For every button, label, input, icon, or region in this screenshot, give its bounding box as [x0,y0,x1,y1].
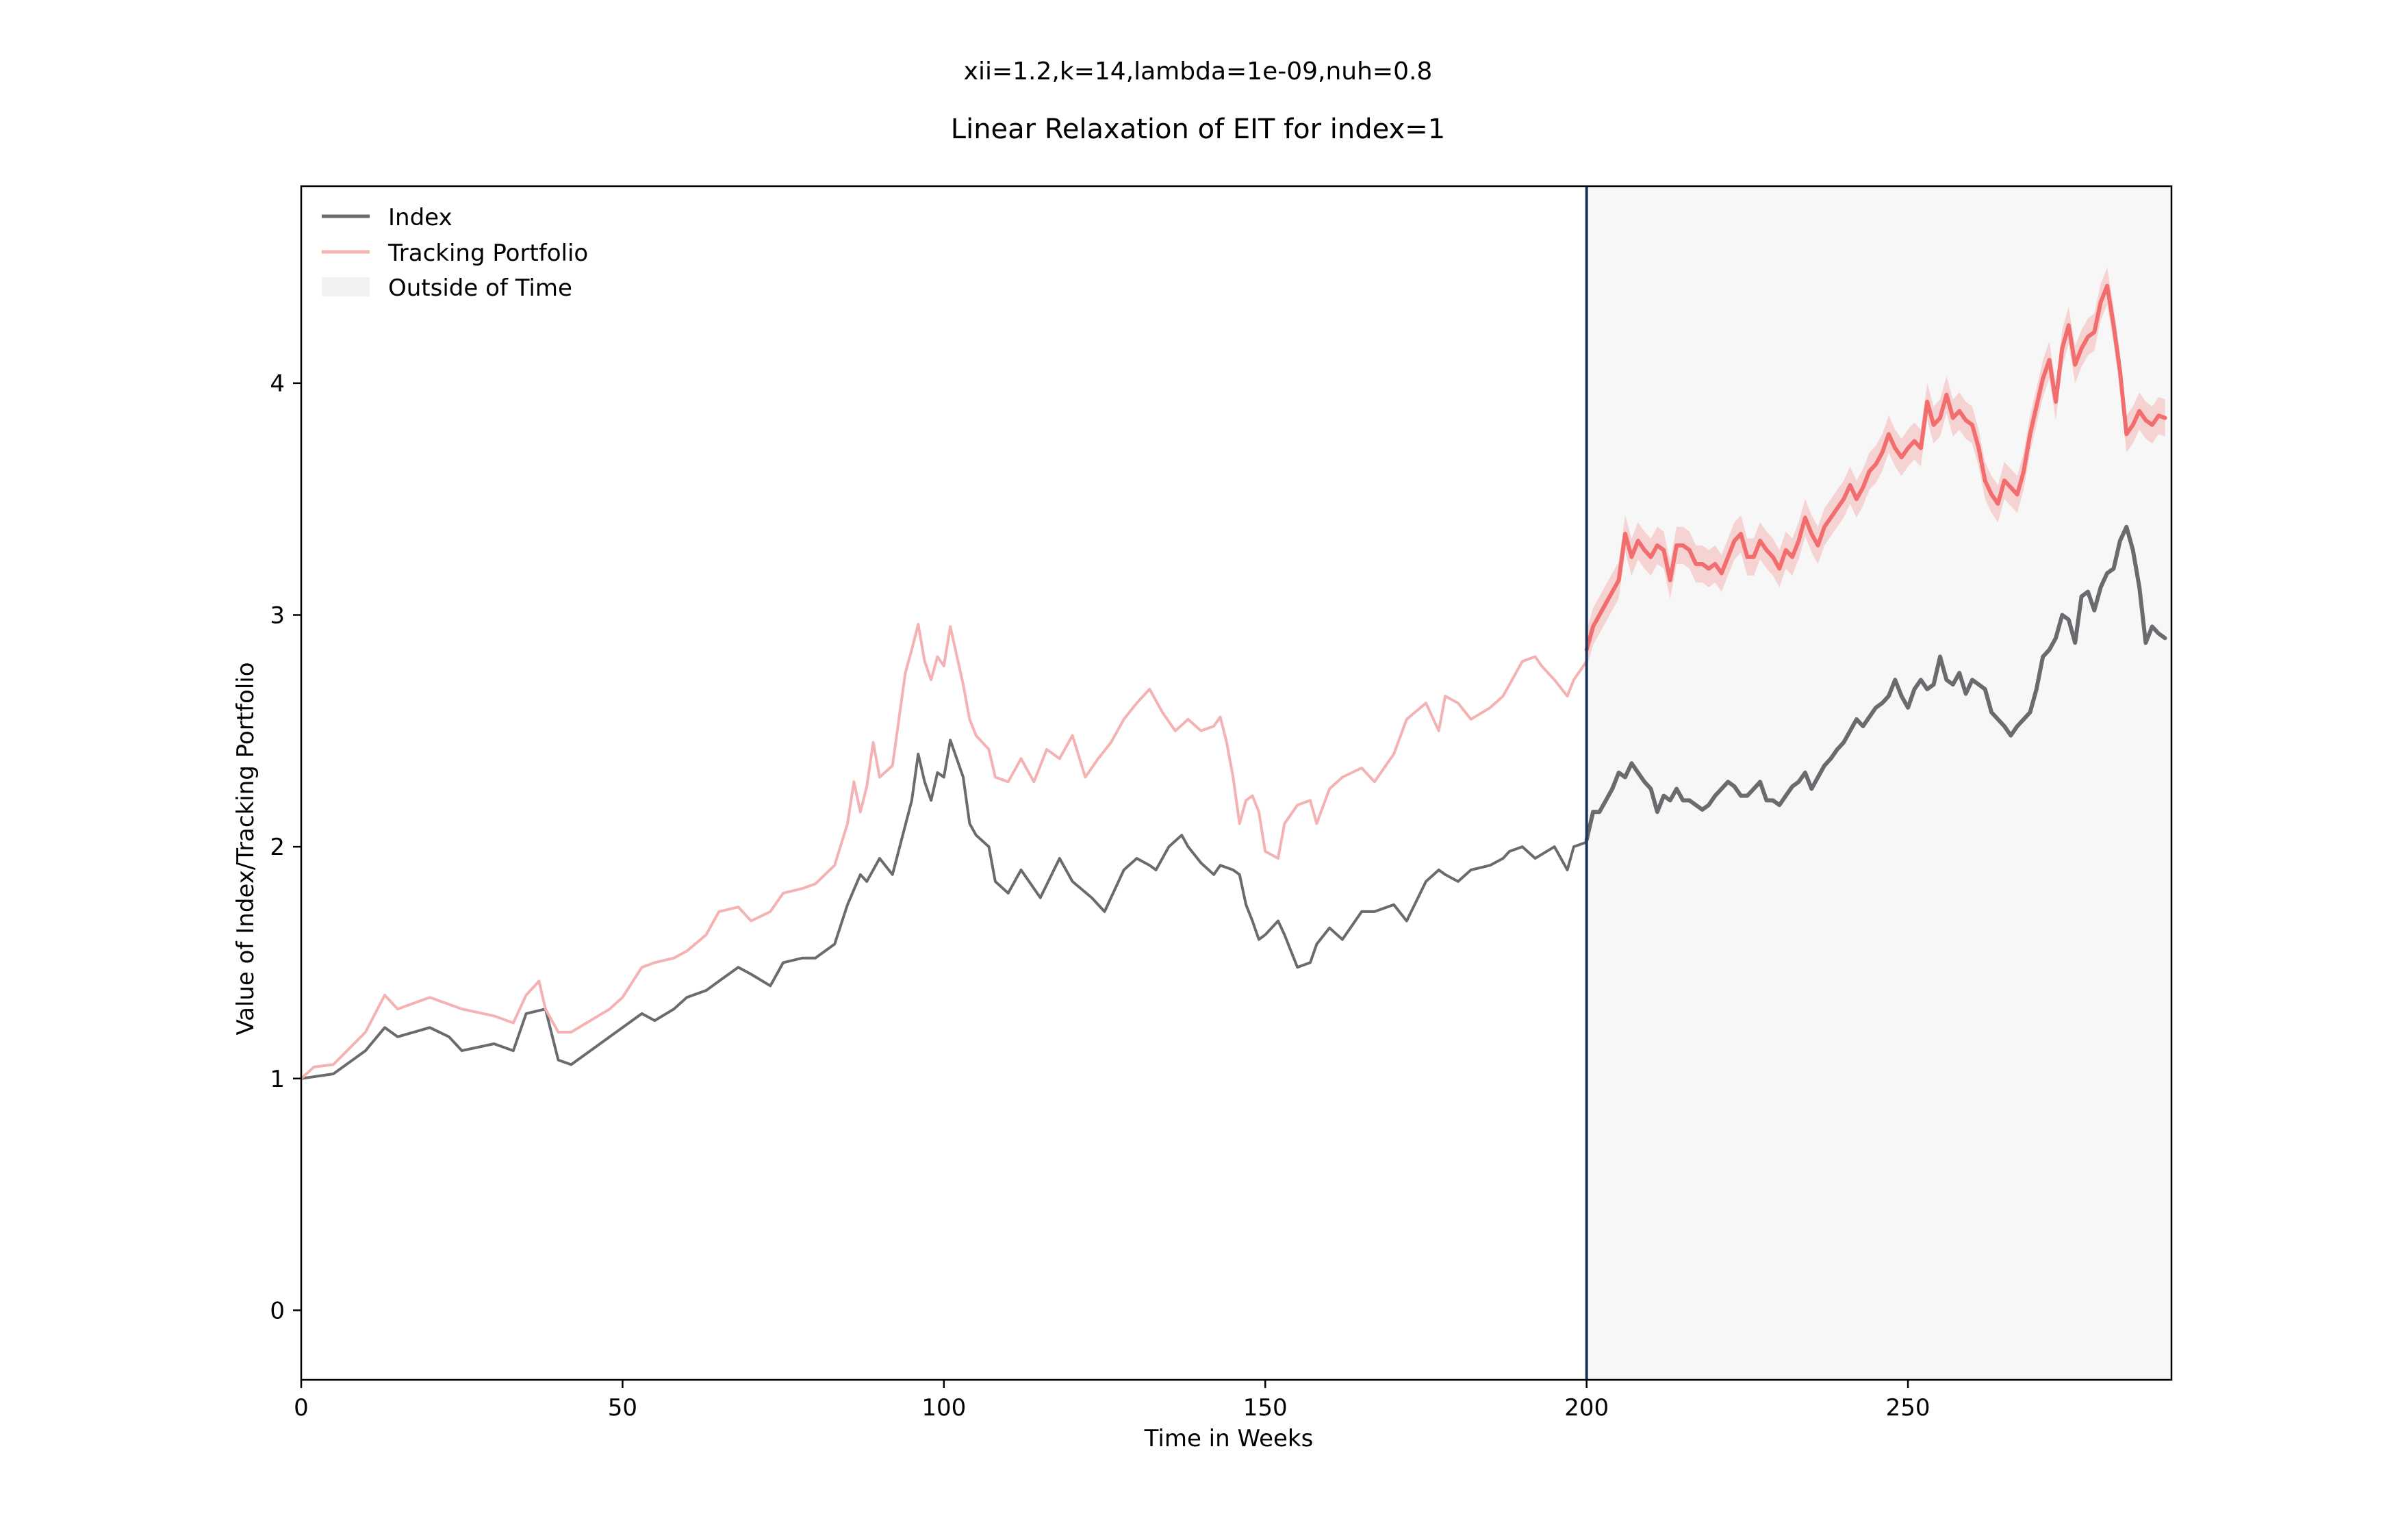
legend-swatch-outside [322,277,370,296]
tracking-line-out-of-time [1584,283,2167,652]
x-axis-label: Time in Weeks [1144,1425,1314,1452]
y-tick-label: 4 [270,370,285,398]
series-lines-layer [300,283,2167,1080]
outside-of-time-region [1586,186,2171,1380]
chart-title: Linear Relaxation of EIT for index=1 [951,114,1445,145]
legend: Index Tracking Portfolio Outside of Time [322,204,588,302]
x-tick-label: 0 [294,1394,309,1422]
index-line-in-sample [300,739,1588,1080]
x-tick-label: 200 [1564,1394,1609,1422]
legend-label-tracking: Tracking Portfolio [387,240,588,267]
tracking-line-in-sample [300,623,1588,1080]
y-tick-label: 2 [270,834,285,861]
x-tick-label: 150 [1243,1394,1288,1422]
x-tick-label: 50 [608,1394,637,1422]
legend-label-index: Index [388,204,453,231]
y-tick-label: 1 [270,1066,285,1093]
figure-suptitle: xii=1.2,k=14,lambda=1e-09,nuh=0.8 [964,57,1433,86]
y-axis-ticks: 0 1 2 3 4 [270,370,301,1324]
plot-area [300,185,2173,1381]
y-tick-label: 0 [270,1297,285,1324]
y-axis-label: Value of Index/Tracking Portfolio [232,662,259,1035]
tracking-confidence-band [1586,267,2165,669]
index-line-out-of-time [1584,524,2167,842]
x-tick-label: 250 [1886,1394,1930,1422]
axes-frame [300,185,2173,1381]
x-tick-label: 100 [921,1394,966,1422]
tracking-band-layer [1586,267,2165,669]
y-tick-label: 3 [270,602,285,629]
legend-label-outside: Outside of Time [388,274,572,302]
x-axis-ticks: 0 50 100 150 200 250 [294,1380,1930,1422]
